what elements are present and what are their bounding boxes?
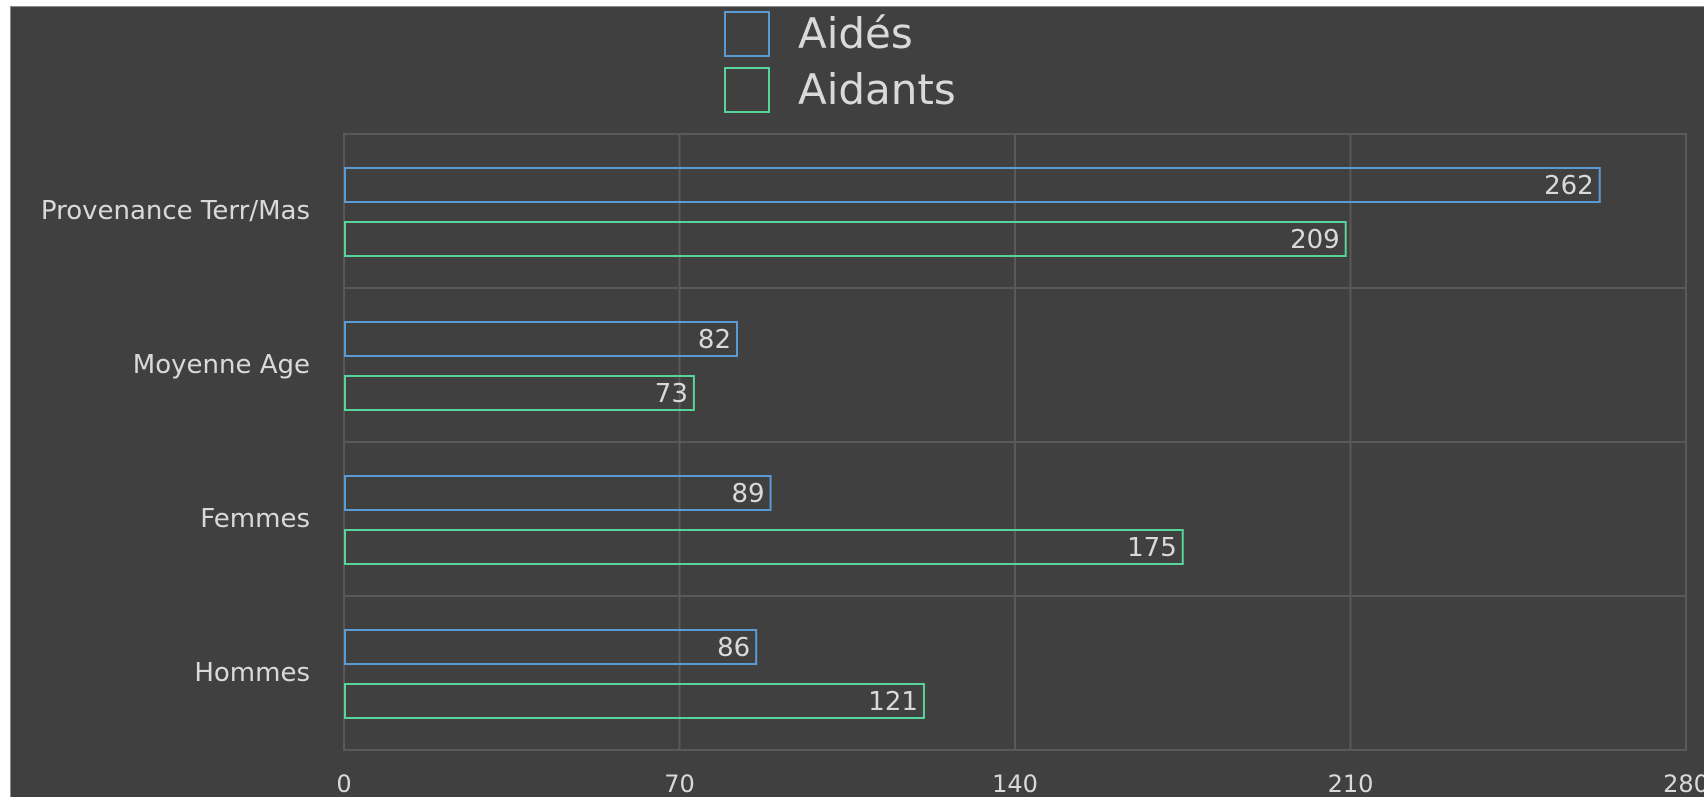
legend-swatch-aidants: [724, 67, 770, 113]
category-label: Femmes: [200, 504, 310, 534]
legend-label-aidants: Aidants: [798, 65, 956, 114]
bar-aides: [344, 321, 739, 357]
data-label: 73: [655, 379, 688, 409]
legend-label-aides: Aidés: [798, 9, 913, 58]
x-tick-label: 70: [664, 770, 695, 796]
bar-aidants: [344, 375, 695, 411]
category-label: Provenance Terr/Mas: [41, 196, 310, 226]
x-tick-label: 210: [1328, 770, 1374, 796]
x-tick-label: 140: [992, 770, 1038, 796]
data-label: 262: [1544, 171, 1594, 201]
chart-panel: [10, 6, 1704, 797]
bar-aides: [344, 629, 758, 665]
data-label: 121: [868, 687, 918, 717]
data-label: 175: [1127, 533, 1177, 563]
bar-aides: [344, 475, 772, 511]
x-tick-label: 0: [336, 770, 351, 796]
data-label: 86: [717, 633, 750, 663]
bar-aidants: [344, 683, 925, 719]
bar-aides: [344, 167, 1601, 203]
category-label: Hommes: [194, 658, 310, 688]
category-label: Moyenne Age: [133, 350, 310, 380]
bar-aidants: [344, 529, 1184, 565]
legend-swatch-aides: [724, 11, 770, 57]
data-label: 209: [1290, 225, 1340, 255]
x-tick-label: 280: [1663, 770, 1704, 796]
data-label: 82: [698, 325, 731, 355]
bar-aidants: [344, 221, 1347, 257]
data-label: 89: [731, 479, 764, 509]
